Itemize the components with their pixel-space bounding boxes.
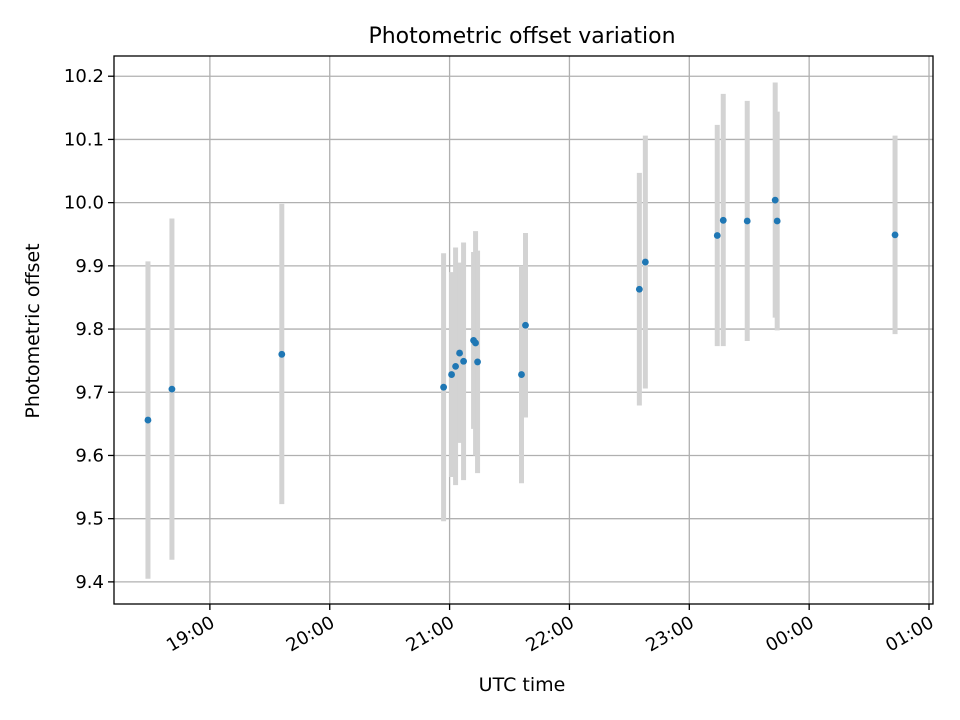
y-tick-label: 9.5 xyxy=(75,509,104,530)
data-point xyxy=(522,321,529,329)
data-points xyxy=(144,196,899,424)
data-point xyxy=(518,371,525,378)
y-axis-label: Photometric offset xyxy=(22,243,44,418)
chart-title: Photometric offset variation xyxy=(368,24,675,49)
data-point xyxy=(278,350,286,358)
data-point xyxy=(448,371,455,378)
data-point xyxy=(773,217,781,225)
y-tick-label: 9.8 xyxy=(75,319,104,340)
data-point xyxy=(474,358,481,366)
y-tick-label: 9.7 xyxy=(75,382,104,403)
y-tick-label: 9.4 xyxy=(75,572,104,593)
data-point xyxy=(641,258,649,266)
data-point xyxy=(456,349,463,357)
y-tick-label: 9.9 xyxy=(75,256,104,277)
data-point xyxy=(460,357,467,365)
y-tick-label: 10.1 xyxy=(64,129,104,150)
data-point xyxy=(743,217,751,225)
y-tick-label: 10.0 xyxy=(64,193,104,214)
x-axis-label: UTC time xyxy=(479,674,566,696)
data-point xyxy=(144,416,152,424)
data-point xyxy=(472,339,479,347)
data-point xyxy=(713,232,721,239)
data-point xyxy=(771,196,779,204)
data-point xyxy=(635,285,643,293)
data-point xyxy=(891,231,899,239)
plot-frame xyxy=(113,55,934,605)
data-point xyxy=(168,385,176,393)
data-point xyxy=(440,383,447,391)
y-tick-label: 10.2 xyxy=(64,66,104,87)
data-point xyxy=(719,216,727,224)
y-tick-label: 9.6 xyxy=(75,445,104,466)
y-axis-ticks: 9.4 9.5 9.6 9.7 9.8 9.9 10.0 10.1 10.2 xyxy=(64,66,114,593)
data-point xyxy=(452,362,459,370)
